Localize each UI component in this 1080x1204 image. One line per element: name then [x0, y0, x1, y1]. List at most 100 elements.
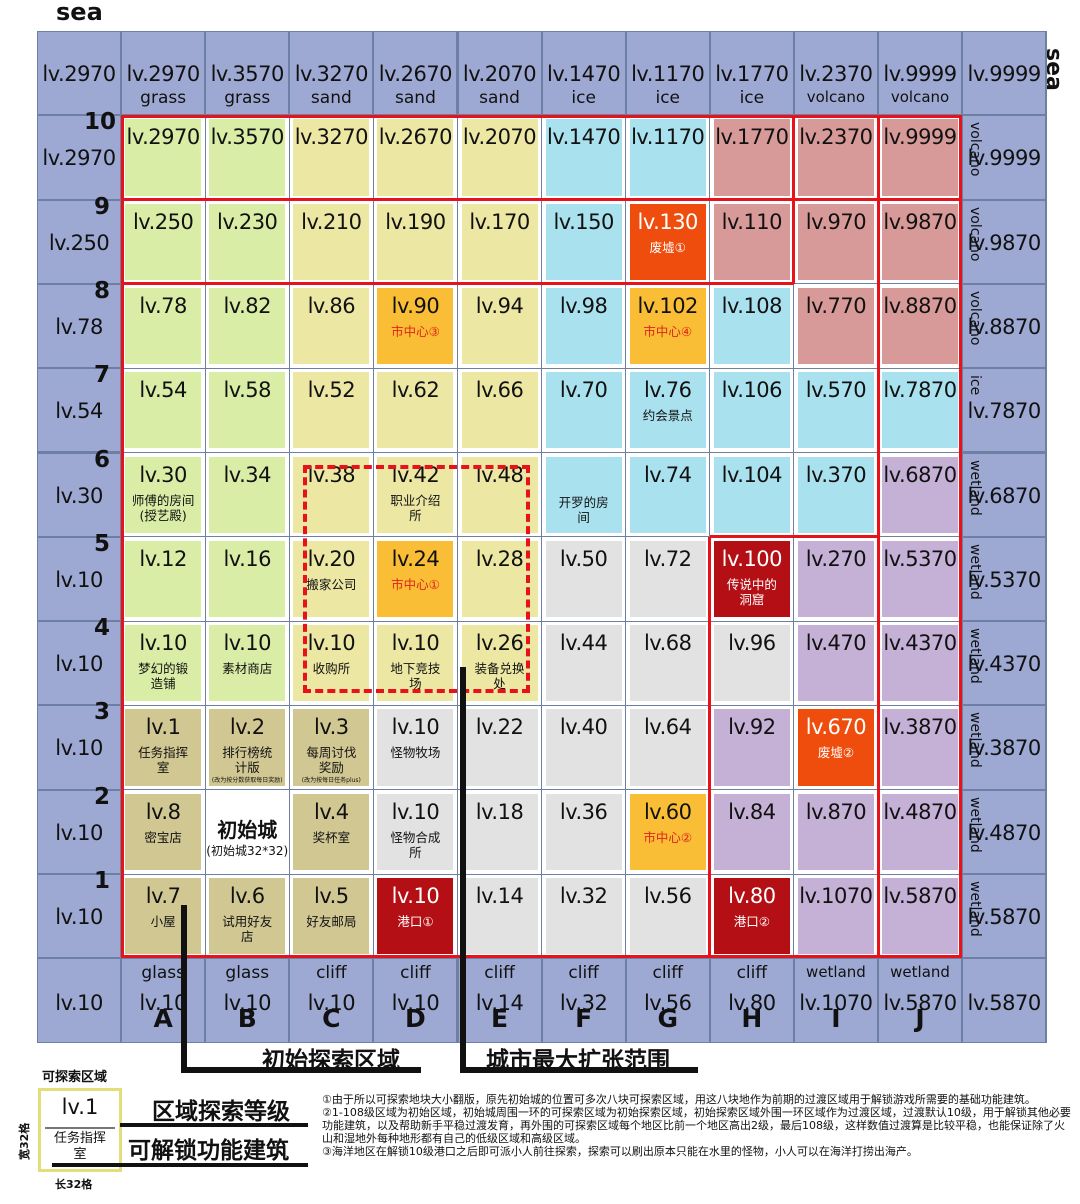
red-line-row5 [709, 535, 878, 539]
border-level: lv.2370 [799, 62, 873, 86]
tile-level: lv.104 [721, 462, 783, 487]
tile-level: lv.10 [391, 884, 440, 908]
tile-level: lv.18 [475, 799, 524, 824]
tile-level: lv.2970 [126, 125, 201, 150]
tile-E7: lv.66 [461, 372, 538, 449]
tile-building: 素材商店 [222, 661, 273, 677]
top-border-9: lv.2370 volcano [793, 31, 878, 116]
tile-level: lv.370 [805, 462, 867, 487]
tile-level: lv.56 [643, 884, 692, 908]
border-level: lv.10 [55, 820, 103, 845]
tile-C8: lv.86 [293, 287, 370, 365]
tile-level: lv.7870 [883, 378, 957, 403]
tile-F10: lv.1470 [545, 119, 622, 196]
tile-F9: lv.150 [545, 203, 622, 280]
tile-level: lv.10 [223, 631, 271, 656]
tile-level: lv.14 [475, 884, 524, 908]
tile-building: 装备兑换 处 [474, 661, 525, 692]
tile-level: lv.100 [721, 546, 783, 571]
grid-line-h [37, 789, 1047, 791]
right-border-terrain: volcano [967, 206, 984, 262]
border-level: lv.3270 [294, 62, 369, 86]
right-border-2: lv.8870 volcano [962, 283, 1047, 369]
tile-building: 怪物牧场 [390, 745, 441, 761]
bottom-border-9: lv.1070 wetland [793, 958, 878, 1043]
tile-level: lv.1170 [631, 125, 705, 150]
border-level: lv.2070 [462, 62, 537, 86]
tile-level: lv.6 [229, 884, 265, 908]
border-level: lv.1470 [547, 62, 621, 86]
right-border-7: lv.3870 wetland [962, 705, 1047, 790]
tile-level: lv.5370 [883, 546, 957, 571]
tile-level: lv.84 [728, 799, 776, 824]
border-level: lv.9999 [883, 62, 957, 86]
tile-building: 好友邮局 [306, 914, 357, 929]
tile-building: 职业介绍 所 [390, 492, 441, 523]
tile-level: lv.54 [139, 378, 187, 403]
top-border-4: lv.2670 sand [373, 31, 458, 116]
tile-D5: lv.24 市中心① [377, 540, 454, 618]
right-border-terrain: wetland [967, 628, 984, 684]
tile-building: 每周讨伐 奖励 [306, 745, 357, 776]
tile-I6: lv.370 [797, 456, 874, 533]
border-terrain: grass [224, 88, 271, 108]
legend-divider [45, 1127, 115, 1129]
border-level: lv.2970 [42, 62, 116, 86]
tile-level: lv.110 [721, 209, 783, 234]
border-level: lv.78 [55, 314, 103, 339]
tile-I2: lv.870 [797, 793, 874, 870]
border-terrain: cliff [652, 963, 683, 984]
tile-level: lv.40 [559, 715, 608, 740]
tile-building: 奖杯室 [312, 829, 351, 845]
tile-G9: lv.130 废墟① [629, 203, 706, 280]
tile-E4: lv.26 装备兑换 处 [461, 625, 538, 702]
bottom-border-7: lv.56 cliff [625, 958, 710, 1043]
border-level: lv.10 [223, 991, 271, 1016]
right-border-terrain: wetland [967, 881, 984, 937]
tile-level: lv.24 [391, 546, 440, 571]
tile-B10: lv.3570 [209, 119, 286, 196]
bottom-border-8: lv.80 cliff [709, 958, 794, 1043]
max-city-underline [460, 1067, 698, 1073]
bottom-border-10: lv.5870 wetland [878, 958, 963, 1043]
grid-line-v [961, 31, 963, 1043]
bottom-border-1: lv.10 glass [121, 958, 206, 1043]
row-number-6: 6 [94, 446, 111, 473]
tile-B3: lv.2 排行榜统 计版 (改为按分数获取每日奖励) [209, 709, 286, 786]
tile-level: lv.94 [475, 293, 524, 318]
bottom-border-2: lv.10 glass [205, 958, 290, 1043]
tile-A9: lv.250 [125, 203, 202, 280]
tile-J5: lv.5370 [882, 540, 959, 618]
left-border-0: lv.2970 [37, 115, 122, 200]
left-border-4: lv.30 [37, 452, 122, 537]
tile-A2: lv.8 密宝店 [125, 793, 202, 870]
tile-level: lv.12 [139, 546, 187, 571]
border-terrain: sand [310, 88, 352, 108]
tile-building: 小屋 [150, 914, 176, 929]
note-2: ②1-108级区域为初始区域，初始城周围一环的可探索区域为初始探索区域，初始探索… [322, 1106, 1071, 1145]
column-letter-A: A [153, 1004, 173, 1034]
tile-F4: lv.44 [545, 625, 622, 702]
initial-area-pointer [181, 905, 187, 1073]
right-border-terrain: wetland [967, 796, 984, 853]
tile-J9: lv.9870 [882, 203, 959, 280]
tile-A7: lv.54 [125, 372, 202, 449]
border-level: lv.10 [55, 905, 103, 929]
tile-level: lv.4370 [883, 631, 957, 656]
tile-E8: lv.94 [461, 287, 538, 365]
tile-F5: lv.50 [545, 540, 622, 618]
tile-building: 市中心② [643, 829, 693, 845]
tile-level: lv.5 [314, 884, 349, 908]
tile-level: lv.210 [301, 209, 362, 234]
border-terrain: ice [739, 88, 765, 108]
tile-level: lv.3570 [210, 125, 285, 150]
tile-building: 约会景点 [642, 408, 693, 424]
tile-A3: lv.1 任务指挥 室 [125, 709, 202, 786]
tile-level: lv.34 [223, 462, 271, 487]
right-border-8: lv.4870 wetland [962, 789, 1047, 874]
border-level: lv.5370 [967, 567, 1042, 592]
border-terrain: volcano [890, 88, 950, 106]
red-line-row8 [121, 282, 794, 286]
border-terrain: cliff [484, 963, 515, 984]
tile-level: lv.250 [132, 209, 194, 234]
